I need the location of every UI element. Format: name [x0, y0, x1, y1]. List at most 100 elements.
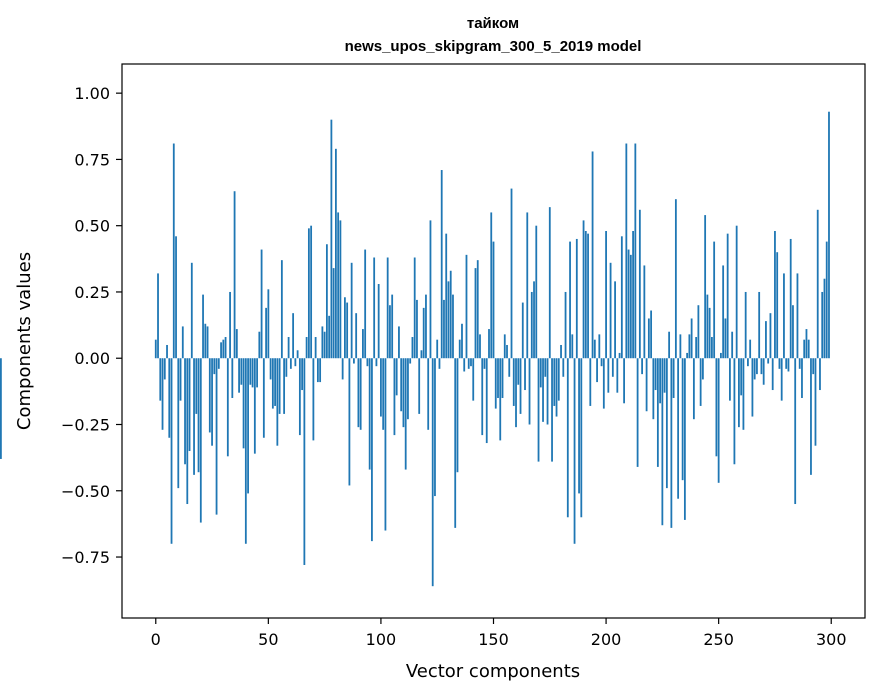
bar-287: [801, 358, 803, 398]
bar-154: [501, 358, 504, 398]
x-tick-label: 100: [366, 630, 397, 649]
bar-137: [463, 358, 466, 372]
bar-126: [438, 358, 441, 369]
bar-52: [271, 358, 274, 409]
bar-83: [341, 358, 344, 380]
bar-122: [429, 220, 432, 359]
bar-220: [650, 310, 653, 359]
bar-184: [569, 241, 571, 359]
bar-144: [479, 334, 481, 359]
bar-171: [539, 358, 542, 388]
bar-62: [294, 358, 297, 367]
bar-54: [276, 358, 279, 446]
bar-273: [769, 313, 772, 359]
bar-109: [400, 358, 403, 412]
bar-276: [776, 252, 779, 359]
bar-231: [674, 199, 677, 359]
bar-236: [686, 352, 689, 359]
bars: [0, 111, 830, 587]
bar-101: [382, 358, 385, 430]
bar-104: [389, 305, 391, 359]
bar-33: [229, 291, 231, 359]
bar-135: [458, 339, 461, 359]
bar-269: [760, 358, 763, 375]
bar-29: [220, 342, 222, 359]
bar-281: [787, 358, 790, 372]
y-tick-label: 0.25: [74, 283, 110, 302]
bar-77: [328, 315, 331, 359]
y-tick-label: −0.25: [61, 415, 110, 434]
bar-102: [384, 358, 387, 531]
bar-210: [627, 249, 630, 359]
bar-53: [274, 358, 276, 406]
bar-253: [724, 318, 727, 359]
bar-139: [467, 358, 470, 369]
bar-209: [625, 143, 628, 359]
bar-252: [722, 265, 725, 359]
bar-2: [159, 358, 162, 401]
bar-153: [499, 358, 502, 441]
bar-121: [427, 358, 430, 430]
bar-25: [211, 358, 213, 446]
bar-125: [436, 339, 439, 359]
bar-165: [526, 212, 529, 359]
bar-8: [172, 143, 175, 359]
bar-203: [611, 358, 614, 377]
bar-115: [413, 257, 416, 359]
bar-263: [747, 358, 749, 367]
bar-11: [179, 358, 182, 401]
bar-232: [677, 358, 680, 499]
bar-246: [708, 307, 711, 359]
bar-20: [199, 358, 202, 523]
bar-235: [683, 358, 686, 520]
bar-91: [359, 358, 362, 430]
bar-0: [154, 339, 157, 359]
bar-150: [492, 241, 495, 359]
bar-10: [177, 358, 180, 489]
bar-66: [303, 358, 306, 565]
y-axis-label: Components values: [14, 252, 35, 430]
bar-68: [307, 228, 310, 359]
bar-294: [816, 209, 819, 359]
bar-179: [557, 358, 560, 401]
bar-289: [805, 329, 808, 359]
bar-45: [256, 358, 258, 388]
bar-94: [366, 358, 369, 367]
bar-207: [620, 236, 623, 359]
bar-88: [353, 358, 355, 364]
bar-32: [226, 358, 229, 457]
x-tick-label: 150: [478, 630, 509, 649]
bar-46: [258, 331, 261, 359]
bar-217: [643, 265, 646, 359]
bar-26: [213, 358, 216, 375]
bar-95: [368, 358, 371, 470]
bar-148: [488, 329, 490, 359]
bar-254: [726, 233, 729, 359]
bar-293: [814, 358, 817, 446]
bar-65: [301, 358, 304, 391]
x-tick-label: 50: [258, 630, 278, 649]
bar-81: [337, 212, 340, 359]
bar-204: [614, 281, 616, 359]
bar-86: [348, 358, 351, 486]
bar-182: [564, 291, 567, 359]
bar-240: [695, 337, 698, 359]
bar-224: [659, 358, 662, 404]
bar-186: [573, 358, 576, 544]
bar-173: [544, 358, 547, 377]
bar-141: [472, 358, 475, 401]
bar-198: [600, 358, 603, 367]
bar-4: [163, 358, 166, 380]
bar-212: [632, 231, 634, 359]
bar-295: [819, 358, 821, 391]
bar-237: [688, 334, 691, 359]
bar-242: [699, 358, 702, 406]
bar-288: [803, 339, 806, 359]
bar-7: [170, 358, 173, 544]
bar-31: [224, 337, 227, 359]
bar-138: [465, 254, 468, 359]
bar-143: [476, 260, 479, 359]
bar-21: [202, 294, 204, 359]
bar-247: [711, 337, 713, 359]
bar-265: [751, 358, 754, 417]
